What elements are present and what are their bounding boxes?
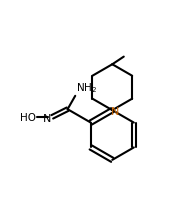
Text: HO: HO — [20, 112, 36, 122]
Text: NH$_2$: NH$_2$ — [76, 81, 97, 94]
Text: N: N — [111, 107, 119, 117]
Text: N: N — [43, 113, 51, 123]
